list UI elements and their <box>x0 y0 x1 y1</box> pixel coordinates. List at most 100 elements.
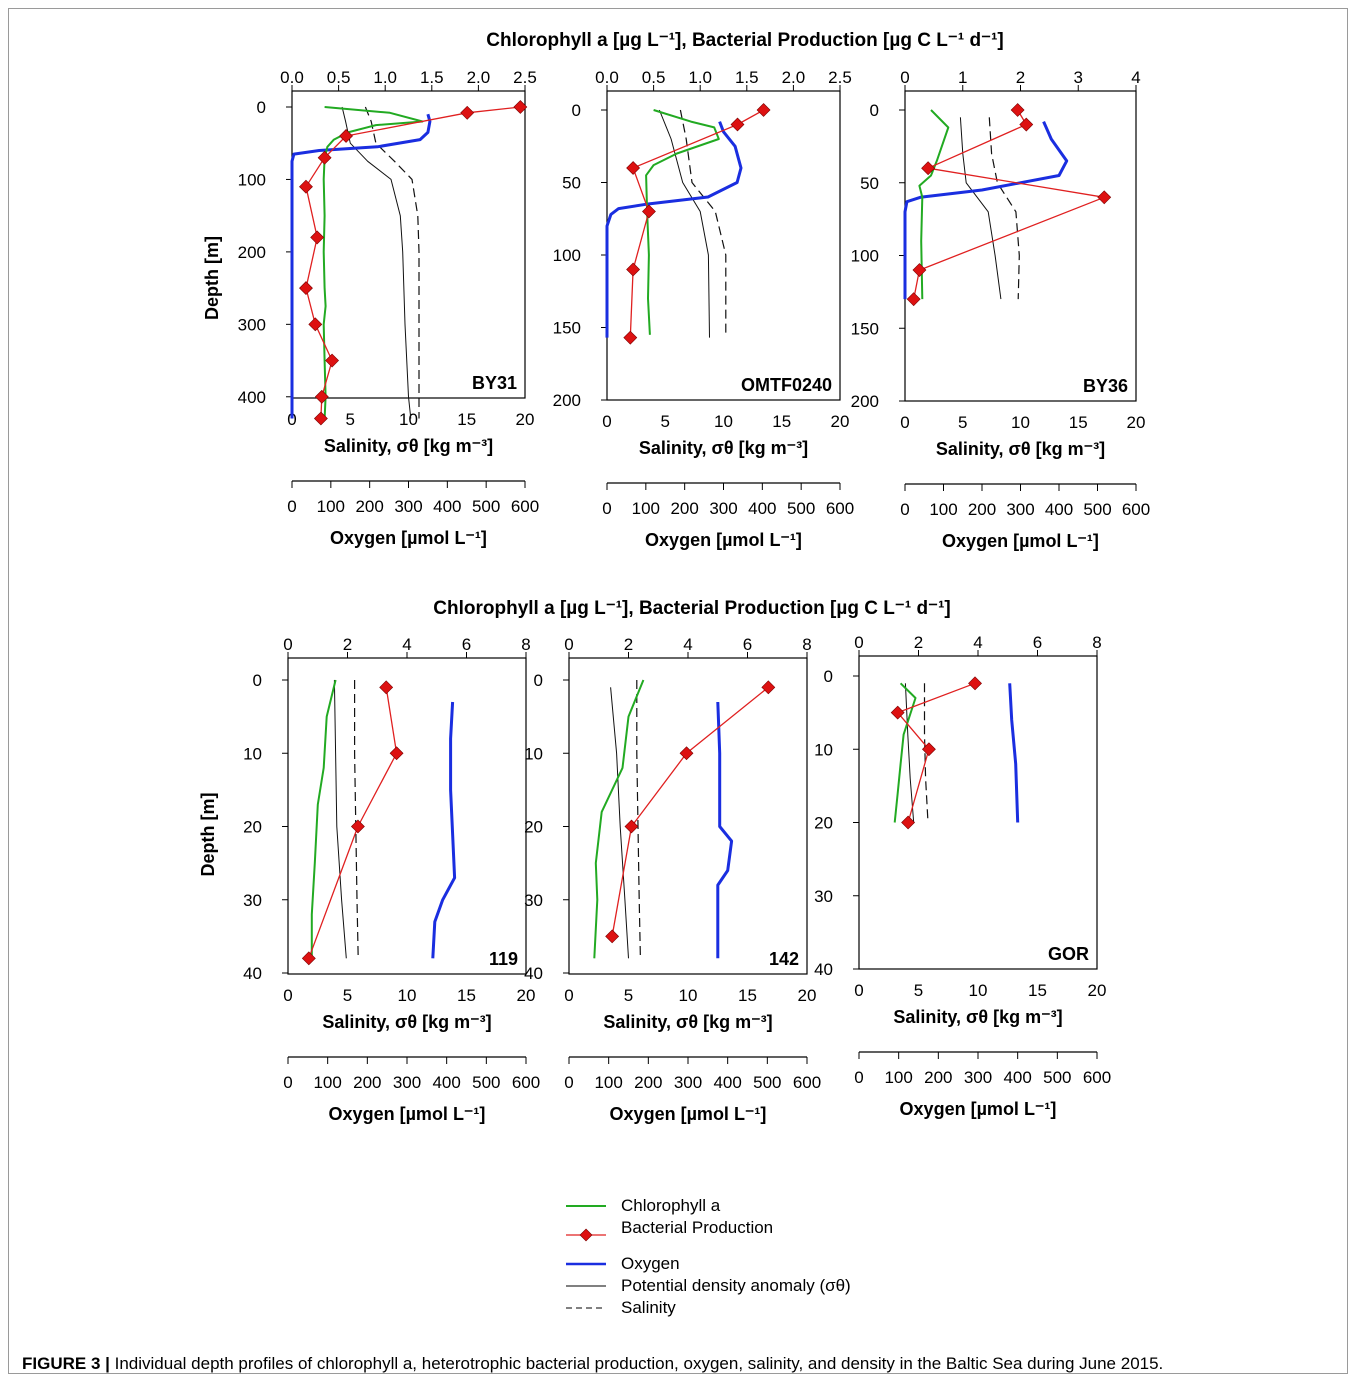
bp-marker <box>761 680 776 695</box>
series-oxygen-line <box>431 701 457 959</box>
oxygen-axis-title: Oxygen [µmol L⁻¹] <box>645 530 802 550</box>
series-oxygen-line <box>605 121 743 338</box>
y-tick-label: 0 <box>870 101 879 120</box>
y-tick-label: 100 <box>553 246 581 265</box>
salinity-axis-title: Salinity, σθ [kg m⁻³] <box>324 436 493 456</box>
caption-label: FIGURE 3 | <box>22 1354 110 1373</box>
y-tick-label: 400 <box>238 388 266 407</box>
top-tick-label: 8 <box>1092 633 1101 652</box>
oxygen-tick-label: 300 <box>1006 500 1034 519</box>
depth-axis-title: Depth [m] <box>198 793 218 877</box>
bp-marker <box>679 746 694 761</box>
mid-tick-label: 0 <box>602 412 611 431</box>
oxygen-tick-label: 500 <box>1083 500 1111 519</box>
y-tick-label: 40 <box>524 964 543 983</box>
series-chlorophyll-line <box>593 679 645 959</box>
top-tick-label: 8 <box>802 635 811 654</box>
series-potential-line <box>341 106 412 419</box>
y-tick-label: 30 <box>243 891 262 910</box>
oxygen-tick-label: 0 <box>564 1073 573 1092</box>
oxygen-tick-label: 200 <box>353 1073 381 1092</box>
legend-label: Salinity <box>621 1298 676 1317</box>
bp-marker <box>513 100 528 114</box>
legend-item-chl: Chlorophyll a <box>566 1196 721 1215</box>
y-tick-label: 20 <box>524 818 543 837</box>
mid-tick-label: 15 <box>738 986 757 1005</box>
salinity-axis-title: Salinity, σθ [kg m⁻³] <box>322 1012 491 1032</box>
oxygen-tick-label: 500 <box>472 1073 500 1092</box>
oxygen-tick-label: 0 <box>854 1068 863 1087</box>
oxygen-axis-title: Oxygen [µmol L⁻¹] <box>329 1104 486 1124</box>
y-tick-label: 0 <box>253 671 262 690</box>
top-tick-label: 2.5 <box>828 68 852 87</box>
oxygen-tick-label: 0 <box>283 1073 292 1092</box>
oxygen-tick-label: 0 <box>900 500 909 519</box>
mid-tick-label: 10 <box>1011 413 1030 432</box>
oxygen-tick-label: 100 <box>884 1068 912 1087</box>
depth-axis-title: Depth [m] <box>202 236 222 320</box>
mid-tick-label: 0 <box>564 986 573 1005</box>
series-potential-line <box>610 687 629 959</box>
series-chlorophyll-line <box>918 109 950 300</box>
y-tick-label: 10 <box>524 744 543 763</box>
top-tick-label: 0 <box>283 635 292 654</box>
y-tick-label: 300 <box>238 315 266 334</box>
legend-item-bp: Bacterial Production <box>566 1218 773 1242</box>
bp-marker <box>756 103 771 117</box>
y-tick-label: 200 <box>851 392 879 411</box>
mid-tick-label: 10 <box>969 981 988 1000</box>
bp-marker <box>730 117 745 132</box>
figure-caption: FIGURE 3 | Individual depth profiles of … <box>22 1354 1163 1374</box>
series-bacterial-line <box>308 687 398 959</box>
oxygen-tick-label: 400 <box>1003 1068 1031 1087</box>
bp-marker <box>605 929 620 944</box>
bottom-row-title: Chlorophyll a [µg L⁻¹], Bacterial Produc… <box>433 598 950 619</box>
y-tick-label: 40 <box>243 964 262 983</box>
oxygen-tick-label: 300 <box>674 1073 702 1092</box>
mid-tick-label: 5 <box>346 410 355 429</box>
y-tick-label: 0 <box>257 98 266 117</box>
mid-tick-label: 20 <box>516 410 535 429</box>
bp-marker <box>379 680 394 695</box>
top-tick-label: 0.0 <box>280 68 304 87</box>
top-row-title: Chlorophyll a [µg L⁻¹], Bacterial Produc… <box>486 30 1003 51</box>
bp-marker <box>1010 103 1025 117</box>
mid-tick-label: 5 <box>343 986 352 1005</box>
station-label: 142 <box>769 949 799 969</box>
legend-item-dens: Potential density anomaly (σθ) <box>566 1276 851 1295</box>
oxygen-tick-label: 200 <box>634 1073 662 1092</box>
oxygen-tick-label: 0 <box>287 497 296 516</box>
oxygen-tick-label: 200 <box>968 500 996 519</box>
oxygen-tick-label: 0 <box>602 499 611 518</box>
bp-marker <box>350 819 365 834</box>
series-bacterial-line <box>913 109 1105 300</box>
legend-label: Chlorophyll a <box>621 1196 721 1215</box>
oxygen-tick-label: 400 <box>433 497 461 516</box>
bp-marker <box>1019 117 1034 132</box>
top-tick-label: 0.5 <box>642 68 666 87</box>
oxygen-tick-label: 100 <box>594 1073 622 1092</box>
mid-tick-label: 10 <box>714 412 733 431</box>
y-tick-label: 0 <box>534 671 543 690</box>
y-tick-label: 150 <box>553 319 581 338</box>
mid-tick-label: 20 <box>1088 981 1107 1000</box>
top-tick-label: 0 <box>564 635 573 654</box>
top-tick-label: 1.0 <box>688 68 712 87</box>
y-tick-label: 200 <box>238 243 266 262</box>
station-label: BY31 <box>472 373 517 393</box>
plot-frame <box>287 657 527 975</box>
top-tick-label: 4 <box>402 635 411 654</box>
top-tick-label: 2.0 <box>467 68 491 87</box>
top-tick-label: 1 <box>958 68 967 87</box>
oxygen-tick-label: 300 <box>393 1073 421 1092</box>
top-tick-label: 2 <box>343 635 352 654</box>
series-chlorophyll-line <box>310 679 337 959</box>
y-tick-label: 50 <box>562 174 581 193</box>
mid-tick-label: 15 <box>772 412 791 431</box>
oxygen-tick-label: 600 <box>511 497 539 516</box>
top-tick-label: 2 <box>1016 68 1025 87</box>
